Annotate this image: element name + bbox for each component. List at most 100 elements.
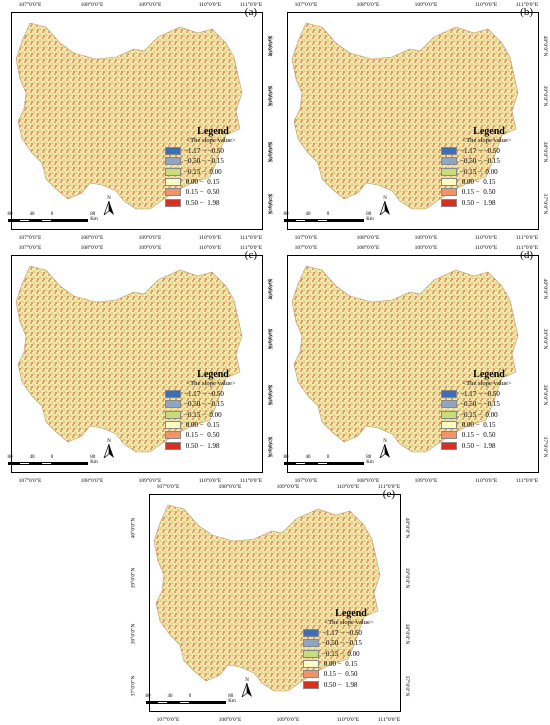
lon-tick: 111°0′0″E [239,234,263,241]
legend-range: −1.17 − −0.50 [184,390,224,399]
scale-label: 0 [326,212,330,217]
lat-tick: 39°0′0″N [268,85,275,107]
lon-tick: 111°0′0″E [377,484,401,490]
legend-swatch [165,441,181,450]
legend-item: 0.50 − 1.98 [165,440,257,450]
lon-tick: 111°0′0″E [515,2,539,8]
map-panel: 107°0′0″E 108°0′0″E 109°0′0″E 110°0′0″E … [0,243,273,483]
legend-subtitle: <The slope value> [324,619,374,626]
legend-swatch [441,178,457,187]
lon-tick: 108°0′0″E [356,2,380,8]
legend-range: 0.00 − 0.15 [184,421,220,430]
legend-range: −0.15 − 0.00 [184,410,222,419]
legend-item: 0.00 − 0.15 [165,177,257,187]
legend-subtitle: <The slope value> [186,137,236,144]
scale-label: 40 [29,212,35,217]
scale-label: 40 [29,455,35,460]
north-label: N [383,439,387,444]
lon-tick: 107°0′0″E [156,484,180,490]
legend-range: −1.17 − −0.50 [460,147,500,156]
slope-map [15,265,243,453]
legend-item: 0.50 − 1.98 [441,197,533,207]
lon-tick: 110°0′0″E [474,245,498,251]
scale-label: 80 Km [228,694,236,704]
north-arrow-icon [379,200,390,217]
legend-range: 0.15 − 0.50 [460,188,496,197]
lon-tick: 111°0′0″E [239,477,263,484]
legend-swatch [165,147,181,156]
lat-tick: 40°0′0″N [268,35,275,57]
legend-range: −0.15 − 0.00 [322,649,360,658]
legend-swatch [441,421,457,430]
lon-tick: 107°0′0″E [294,477,318,484]
study-area-region [291,22,519,210]
legend-item: −1.17 − −0.50 [303,628,395,638]
legend-range: 0.50 − 1.98 [460,198,496,207]
legend: Legend <The slope value> −1.17 − −0.50 −0… [165,369,257,451]
legend-range: −0.50 − −0.15 [460,400,500,409]
scale-label: 80 Km [90,212,98,222]
legend-item: −1.17 − −0.50 [165,389,257,399]
legend-range: −0.50 − −0.15 [184,157,224,166]
lon-tick: 109°0′0″E [414,477,438,484]
legend-title: Legend [335,608,367,619]
lat-tick: 40°0′0″N [542,278,549,300]
lon-tick: 110°0′0″E [336,484,360,490]
legend-range: −0.15 − 0.00 [460,410,498,419]
study-area-region [15,265,243,453]
lon-tick: 109°0′0″E [276,716,300,723]
legend-title: Legend [197,369,229,380]
legend-swatch [165,188,181,197]
legend-item: −0.50 − −0.15 [165,156,257,166]
map-panel: 107°0′0″E 108°0′0″E 109°0′0″E 110°0′0″E … [269,243,549,483]
legend-range: 0.50 − 1.98 [184,198,220,207]
north-arrow: N [103,439,115,460]
legend-swatch [441,441,457,450]
scale-label: 80 [145,694,151,699]
lat-tick: 38°0′0″N [268,384,275,406]
lat-tick: 40°0′0″N [404,517,411,539]
legend-item: 0.15 − 0.50 [441,430,533,440]
study-area-region [291,265,519,453]
lat-tick: 40°0′0″N [268,278,275,300]
legend: Legend <The slope value> −1.17 − −0.50 −0… [441,126,533,208]
map-panel: 107°0′0″E 108°0′0″E 109°0′0″E 110°0′0″E … [269,0,549,240]
lon-tick: 110°0′0″E [474,2,498,8]
legend-swatch [165,421,181,430]
lat-tick: 38°0′0″N [130,623,137,645]
lon-tick: 108°0′0″E [80,2,104,8]
scale-label: 80 [7,212,13,217]
legend-item: 0.15 − 0.50 [165,187,257,197]
scale-label: 80 Km [90,455,98,465]
legend-item: 0.15 − 0.50 [441,187,533,197]
legend-item: 0.00 − 0.15 [165,420,257,430]
legend-item: 0.50 − 1.98 [303,679,395,689]
study-area-region [153,504,381,692]
legend-swatch [441,410,457,419]
north-arrow-icon [103,200,114,217]
legend-range: 0.50 − 1.98 [460,441,496,450]
lon-tick: 107°0′0″E [294,245,318,251]
lon-tick: 108°0′0″E [80,245,104,251]
legend-range: 0.00 − 0.15 [460,178,496,187]
legend-range: −1.17 − −0.50 [184,147,224,156]
north-label: N [383,196,387,201]
legend-swatch [441,167,457,176]
legend-subtitle: <The slope value> [462,380,512,387]
lat-tick: 39°0′0″N [404,567,411,589]
scale-label: 80 [283,455,289,460]
legend-swatch [441,157,457,166]
legend-swatch [303,649,319,658]
lon-tick: 109°0′0″E [414,245,438,251]
north-label: N [245,678,249,683]
lat-tick: 37°0′0″N [542,193,549,215]
slope-map [15,22,243,210]
panel-label: (d) [520,249,533,261]
slope-map [291,265,519,453]
scale-bar: 80 40 0 80 Km [6,212,98,226]
legend-item: 0.50 − 1.98 [165,197,257,207]
legend-swatch [441,431,457,440]
legend-swatch [303,629,319,638]
north-arrow-icon [379,443,390,460]
map-frame [287,255,539,473]
